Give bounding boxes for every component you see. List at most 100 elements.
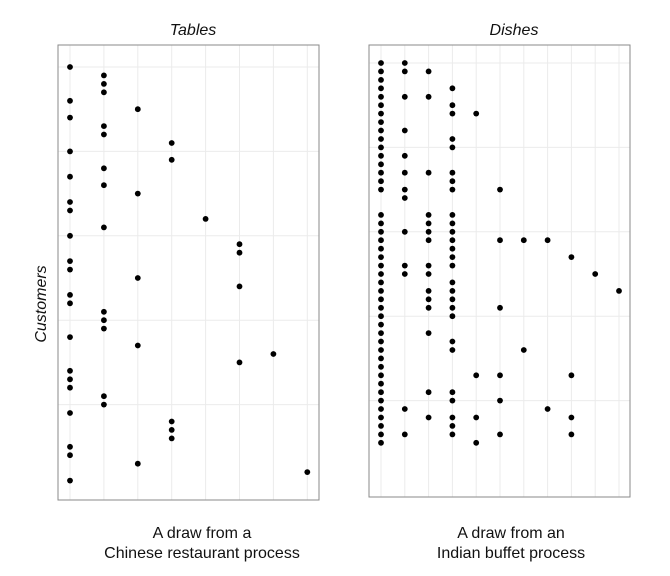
data-point-tables	[168, 156, 175, 163]
data-point-tables	[101, 131, 107, 138]
data-point-dishes	[449, 110, 456, 117]
data-point-dishes	[449, 304, 456, 311]
data-point-dishes	[378, 363, 384, 370]
data-point-dishes	[378, 347, 384, 353]
data-point-dishes	[449, 136, 456, 142]
data-point-dishes	[378, 77, 384, 83]
data-point-tables	[67, 207, 73, 214]
data-point-dishes	[378, 414, 384, 421]
data-point-dishes	[401, 68, 408, 75]
data-point-dishes	[449, 228, 456, 235]
data-point-dishes	[378, 355, 384, 362]
data-point-dishes	[592, 271, 599, 277]
data-point-dishes	[378, 245, 384, 252]
data-point-tables	[304, 469, 311, 475]
data-point-dishes	[449, 245, 456, 252]
data-point-dishes	[401, 195, 408, 201]
data-point-dishes	[497, 186, 503, 193]
data-point-dishes	[449, 423, 456, 429]
data-point-tables	[67, 173, 73, 180]
data-point-tables	[67, 384, 73, 391]
data-point-dishes	[425, 389, 432, 396]
data-point-dishes	[449, 186, 456, 193]
data-point-dishes	[449, 169, 456, 176]
data-point-dishes	[473, 439, 480, 446]
data-point-tables	[168, 418, 175, 425]
data-point-tables	[67, 300, 73, 307]
dots-dishes	[378, 60, 622, 446]
data-point-dishes	[401, 406, 408, 412]
data-point-dishes	[449, 288, 456, 294]
data-point-dishes	[378, 279, 384, 286]
data-point-dishes	[568, 414, 575, 421]
data-point-tables	[101, 182, 107, 189]
data-point-tables	[67, 97, 73, 104]
data-point-dishes	[401, 127, 408, 134]
data-point-dishes	[425, 93, 432, 100]
data-point-dishes	[378, 102, 384, 109]
data-point-dishes	[544, 406, 551, 412]
data-point-dishes	[378, 397, 384, 404]
data-point-tables	[270, 351, 277, 357]
data-point-dishes	[378, 321, 384, 328]
data-point-dishes	[378, 330, 384, 336]
data-point-dishes	[568, 372, 575, 379]
data-point-dishes	[544, 237, 551, 244]
data-point-tables	[101, 317, 107, 324]
data-point-dishes	[378, 304, 384, 311]
panel-title-tables: Tables	[170, 22, 217, 39]
caption-tables-line2: Chinese restaurant process	[104, 545, 300, 562]
data-point-dishes	[425, 330, 432, 336]
data-point-dishes	[401, 228, 408, 235]
data-point-dishes	[449, 102, 456, 109]
data-point-dishes	[378, 228, 384, 235]
data-point-dishes	[449, 212, 456, 218]
data-point-dishes	[401, 169, 408, 176]
data-point-tables	[236, 283, 243, 290]
panel-title-dishes: Dishes	[490, 22, 539, 39]
data-point-tables	[168, 427, 175, 433]
data-point-dishes	[449, 338, 456, 345]
data-point-dishes	[449, 220, 456, 227]
data-point-tables	[101, 72, 107, 79]
data-point-dishes	[378, 60, 384, 66]
data-point-tables	[67, 148, 73, 155]
data-point-dishes	[378, 431, 384, 438]
data-point-dishes	[378, 186, 384, 193]
data-point-dishes	[378, 423, 384, 429]
data-point-dishes	[378, 338, 384, 345]
data-point-dishes	[449, 397, 456, 404]
data-point-dishes	[378, 254, 384, 260]
data-point-tables	[134, 342, 141, 349]
data-point-dishes	[425, 68, 432, 75]
data-point-dishes	[425, 296, 432, 303]
plot-frame-tables	[57, 44, 320, 501]
data-point-tables	[134, 190, 141, 197]
data-point-dishes	[378, 68, 384, 75]
data-point-dishes	[473, 372, 480, 379]
data-point-tables	[202, 216, 209, 222]
data-point-dishes	[449, 389, 456, 396]
data-point-dishes	[568, 254, 575, 260]
data-point-dishes	[425, 304, 432, 311]
data-point-dishes	[497, 304, 503, 311]
panel-dishes: Dishes A draw from an Indian buffet proc…	[368, 22, 631, 562]
data-point-tables	[101, 401, 107, 408]
data-point-dishes	[449, 414, 456, 421]
data-point-tables	[67, 477, 73, 484]
data-point-dishes	[425, 220, 432, 227]
data-point-dishes	[449, 279, 456, 286]
data-point-dishes	[378, 136, 384, 142]
data-point-dishes	[378, 144, 384, 151]
data-point-dishes	[378, 178, 384, 185]
data-point-tables	[67, 114, 73, 121]
data-point-dishes	[473, 110, 480, 117]
data-point-dishes	[401, 93, 408, 100]
data-point-tables	[67, 292, 73, 298]
data-point-dishes	[425, 414, 432, 421]
data-point-tables	[134, 460, 141, 467]
caption-dishes-line1: A draw from an	[457, 525, 565, 542]
data-point-dishes	[449, 347, 456, 353]
grid-dishes	[369, 45, 630, 497]
